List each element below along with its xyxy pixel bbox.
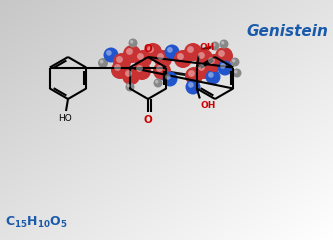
Circle shape (114, 64, 121, 71)
Circle shape (234, 70, 237, 73)
Circle shape (153, 62, 171, 80)
Circle shape (125, 70, 132, 77)
Circle shape (137, 53, 144, 60)
Circle shape (122, 67, 140, 85)
Circle shape (126, 83, 135, 91)
Circle shape (134, 50, 152, 68)
Circle shape (198, 52, 205, 59)
Circle shape (230, 58, 239, 66)
Circle shape (208, 57, 215, 64)
Circle shape (113, 53, 131, 71)
Circle shape (185, 79, 200, 95)
Circle shape (155, 80, 159, 84)
Circle shape (157, 53, 164, 60)
Circle shape (208, 72, 214, 78)
Circle shape (156, 65, 163, 72)
Circle shape (167, 47, 173, 53)
Circle shape (232, 59, 235, 62)
Circle shape (212, 43, 215, 47)
Circle shape (100, 60, 104, 64)
Text: OH: OH (200, 43, 215, 53)
Circle shape (219, 40, 228, 48)
Circle shape (127, 84, 131, 87)
Circle shape (185, 67, 203, 85)
Circle shape (220, 63, 226, 69)
Circle shape (133, 62, 151, 80)
Text: Genistein: Genistein (246, 24, 328, 40)
Circle shape (195, 49, 213, 67)
Circle shape (187, 46, 194, 53)
Circle shape (232, 68, 241, 78)
Circle shape (129, 38, 138, 48)
Text: O: O (144, 115, 153, 125)
Text: HO: HO (58, 114, 72, 123)
Circle shape (217, 60, 232, 76)
Circle shape (163, 72, 177, 86)
Circle shape (165, 44, 179, 60)
Circle shape (205, 54, 223, 72)
Circle shape (215, 47, 233, 65)
Circle shape (144, 43, 162, 61)
Circle shape (106, 50, 112, 56)
Circle shape (126, 48, 133, 55)
Text: $\mathbf{C_{15}H_{10}O_5}$: $\mathbf{C_{15}H_{10}O_5}$ (5, 215, 68, 229)
Circle shape (154, 78, 163, 88)
Circle shape (174, 50, 192, 68)
Circle shape (221, 41, 224, 44)
Circle shape (136, 65, 143, 72)
Circle shape (188, 82, 194, 88)
Circle shape (198, 64, 205, 71)
Circle shape (205, 70, 220, 84)
Text: OH: OH (201, 102, 216, 110)
Circle shape (154, 50, 172, 68)
Circle shape (116, 56, 123, 63)
Circle shape (165, 74, 171, 80)
Text: O: O (144, 44, 153, 54)
Circle shape (98, 58, 108, 68)
Circle shape (177, 53, 184, 60)
Circle shape (188, 70, 195, 77)
Circle shape (111, 61, 129, 79)
Circle shape (210, 42, 219, 50)
Circle shape (195, 61, 213, 79)
Circle shape (218, 50, 225, 57)
Circle shape (184, 43, 202, 61)
Circle shape (104, 48, 119, 62)
Circle shape (123, 45, 141, 63)
Circle shape (130, 40, 134, 43)
Circle shape (147, 46, 154, 53)
